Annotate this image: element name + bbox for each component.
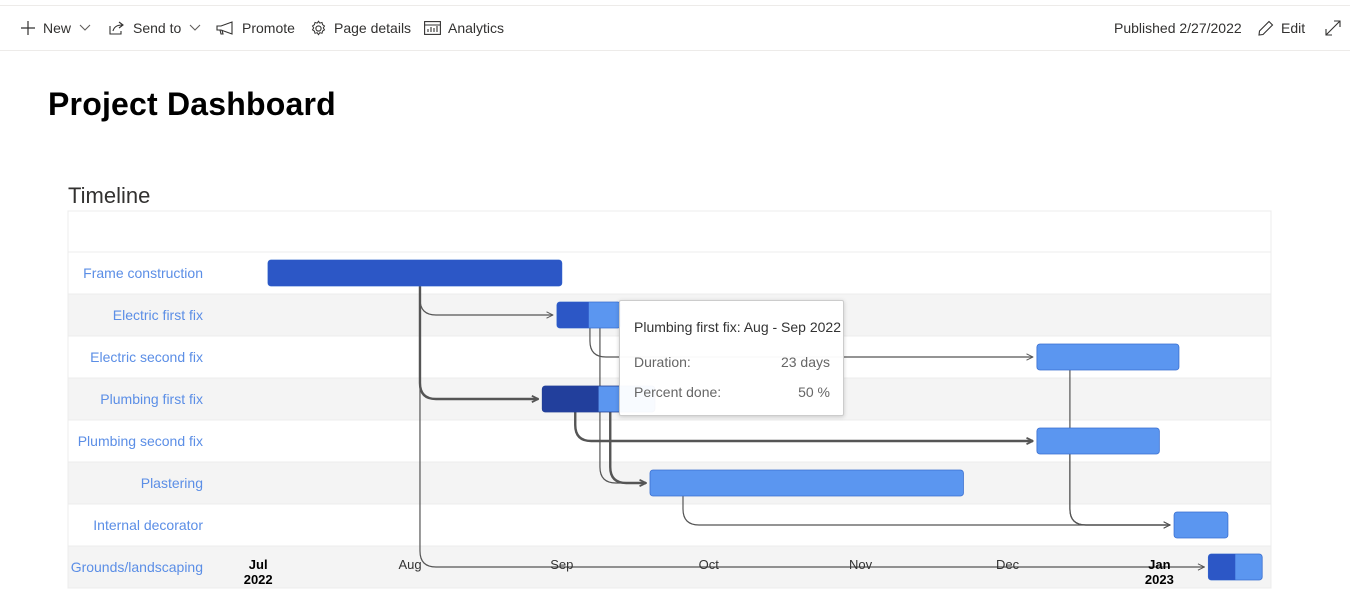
tooltip-duration-value: 23 days bbox=[780, 354, 830, 370]
analytics-icon bbox=[424, 21, 441, 35]
tooltip-title: Plumbing first fix: Aug - Sep 2022 bbox=[634, 319, 841, 335]
command-bar: New Send to Promote Page details Analyti… bbox=[0, 5, 1350, 51]
task-label[interactable]: Electric second fix bbox=[90, 349, 203, 365]
axis-tick-label: Jul bbox=[249, 557, 268, 572]
megaphone-icon bbox=[216, 21, 233, 35]
promote-button[interactable]: Promote bbox=[216, 6, 295, 50]
expand-icon bbox=[1325, 20, 1341, 36]
axis-tick-label: Dec bbox=[996, 557, 1020, 572]
page-title: Project Dashboard bbox=[48, 86, 336, 122]
expand-button[interactable] bbox=[1325, 6, 1341, 50]
tooltip-percent-row: Percent done: 50 % bbox=[634, 384, 830, 400]
section-title: Timeline bbox=[68, 183, 151, 208]
task-bar[interactable] bbox=[1036, 427, 1160, 455]
axis-tick-label: Oct bbox=[699, 557, 720, 572]
dependency-connector bbox=[574, 412, 1033, 441]
axis-tick-label: Nov bbox=[849, 557, 873, 572]
send-to-button[interactable]: Send to bbox=[108, 6, 201, 50]
tooltip-percent-label: Percent done: bbox=[634, 384, 722, 400]
tooltip-duration-label: Duration: bbox=[634, 354, 691, 370]
task-bar[interactable] bbox=[649, 469, 964, 497]
dependency-connector bbox=[419, 286, 1204, 567]
send-to-label: Send to bbox=[133, 20, 182, 36]
tooltip-duration-row: Duration: 23 days bbox=[634, 354, 830, 370]
task-label[interactable]: Plumbing second fix bbox=[78, 433, 203, 449]
axis-year-label: 2023 bbox=[1145, 572, 1174, 587]
task-bar[interactable] bbox=[1036, 343, 1180, 371]
dependency-connector bbox=[599, 328, 646, 483]
published-status: Published 2/27/2022 bbox=[1114, 6, 1242, 50]
task-label[interactable]: Plumbing first fix bbox=[100, 391, 203, 407]
timeline-row bbox=[67, 251, 1272, 295]
axis-tick-label: Sep bbox=[550, 557, 573, 572]
new-button[interactable]: New bbox=[20, 6, 91, 50]
timeline-header-row bbox=[67, 210, 1272, 253]
edit-button[interactable]: Edit bbox=[1258, 6, 1305, 50]
task-progress-fill bbox=[1208, 554, 1236, 580]
new-label: New bbox=[43, 20, 72, 36]
dependency-connector bbox=[589, 328, 1033, 357]
analytics-label: Analytics bbox=[448, 20, 505, 36]
page-details-button[interactable]: Page details bbox=[310, 6, 411, 50]
page-details-label: Page details bbox=[334, 20, 412, 36]
task-label[interactable]: Internal decorator bbox=[93, 517, 203, 533]
gear-icon bbox=[311, 19, 326, 35]
published-label: Published 2/27/2022 bbox=[1114, 20, 1242, 36]
task-label[interactable]: Frame construction bbox=[83, 265, 203, 281]
analytics-button[interactable]: Analytics bbox=[424, 6, 504, 50]
axis-tick-label: Jan bbox=[1148, 557, 1170, 572]
task-progress-fill bbox=[542, 386, 599, 412]
chevron-down-icon bbox=[189, 24, 201, 31]
task-label[interactable]: Grounds/landscaping bbox=[71, 559, 203, 575]
dependency-connector bbox=[682, 496, 1170, 525]
promote-label: Promote bbox=[242, 20, 295, 36]
axis-year-label: 2022 bbox=[244, 572, 273, 587]
dependency-connector bbox=[609, 412, 646, 483]
edit-label: Edit bbox=[1281, 20, 1306, 36]
task-progress-fill bbox=[556, 302, 589, 328]
task-progress-fill bbox=[267, 260, 562, 286]
plus-icon bbox=[21, 21, 35, 35]
tooltip-percent-value: 50 % bbox=[798, 384, 830, 400]
pencil-icon bbox=[1258, 20, 1274, 36]
task-tooltip: Plumbing first fix: Aug - Sep 2022 Durat… bbox=[619, 300, 844, 416]
axis-tick-label: Aug bbox=[398, 557, 421, 572]
share-icon bbox=[109, 21, 124, 35]
task-label[interactable]: Plastering bbox=[141, 475, 203, 491]
chevron-down-icon bbox=[79, 24, 91, 31]
task-bar[interactable] bbox=[1173, 511, 1229, 539]
task-label[interactable]: Electric first fix bbox=[113, 307, 203, 323]
